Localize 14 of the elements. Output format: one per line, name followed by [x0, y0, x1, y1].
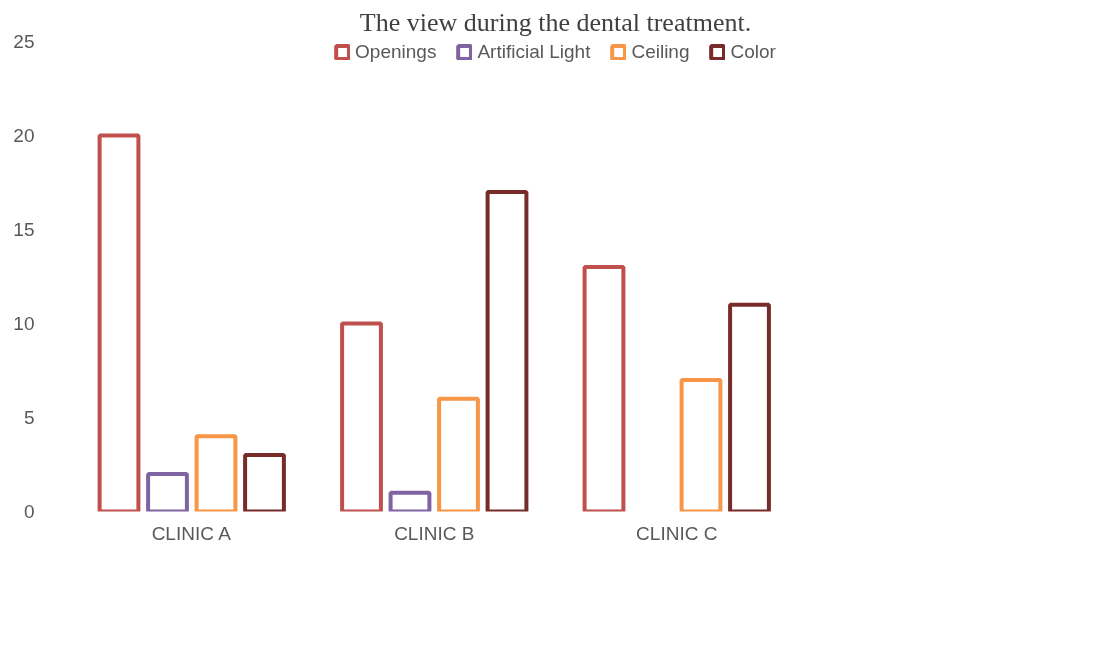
x-tick-label: CLINIC B: [394, 522, 475, 544]
y-tick-label: 20: [13, 125, 35, 146]
legend-label: Openings: [355, 41, 437, 63]
legend-label: Ceiling: [631, 41, 690, 63]
x-tick-label: CLINIC C: [636, 522, 718, 544]
y-tick-label: 15: [13, 219, 35, 240]
y-tick-label: 10: [13, 313, 35, 334]
y-tick-label: 0: [23, 501, 35, 522]
chart-title: The view during the dental treatment.: [359, 7, 752, 37]
y-tick-label: 25: [13, 31, 35, 52]
legend-label: Color: [730, 41, 776, 63]
legend-label: Artificial Light: [477, 41, 591, 63]
x-tick-label: CLINIC A: [151, 522, 232, 544]
y-tick-label: 5: [23, 407, 35, 428]
